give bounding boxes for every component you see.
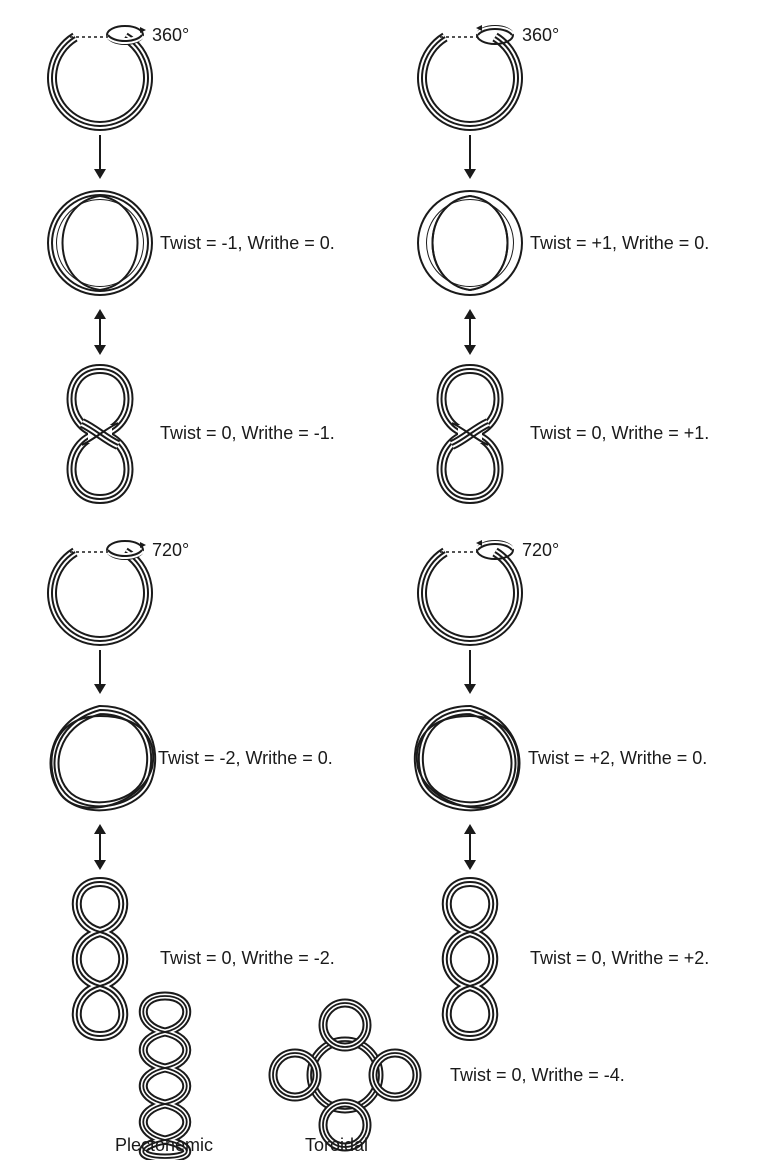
fig8-writhe-pos2 [425,874,515,1044]
ring-twist-pos1 [400,183,540,303]
label-writhe-pos2: Twist = 0, Writhe = +2. [530,948,709,969]
bottom-row: Twist = 0, Writhe = -4. Plectonemic Toro… [120,990,210,1160]
fig8-writhe-pos1 [420,359,520,509]
ring-twist-pos2 [400,698,540,818]
label-writhe-neg2: Twist = 0, Writhe = -2. [160,948,335,969]
rotation-label: 360° [152,25,189,46]
label-twist-neg1: Twist = -1, Writhe = 0. [160,233,335,254]
arrow-updown-icon [458,820,482,874]
label-twist-neg2: Twist = -2, Writhe = 0. [158,748,333,769]
arrow-updown-icon [88,305,112,359]
arrow-down-icon [458,648,482,698]
open-ring-neg2 [30,530,170,650]
open-ring-neg1 [30,15,170,135]
rotation-label: 360° [522,25,559,46]
toroidal-shape [260,995,430,1155]
arrow-down-icon [88,648,112,698]
panel-pos2: 720° Twist = +2, Writhe = 0. [400,530,540,650]
caption-toroidal: Toroidal [305,1135,368,1156]
label-bottom-state: Twist = 0, Writhe = -4. [450,1065,625,1086]
ring-twist-neg2 [30,698,170,818]
label-writhe-neg1: Twist = 0, Writhe = -1. [160,423,335,444]
caption-plectonemic: Plectonemic [115,1135,213,1156]
label-twist-pos1: Twist = +1, Writhe = 0. [530,233,709,254]
open-ring-pos2 [400,530,540,650]
fig8-writhe-neg1 [50,359,150,509]
panel-neg2: 720° Twist = -2, Writhe = 0. [30,530,170,650]
open-ring-pos1 [400,15,540,135]
rotation-label: 720° [152,540,189,561]
panel-pos1: 360° Twist = +1, Writhe = 0. [400,15,540,135]
label-twist-pos2: Twist = +2, Writhe = 0. [528,748,707,769]
label-writhe-pos1: Twist = 0, Writhe = +1. [530,423,709,444]
panel-neg1: 360° Twist = -1, Writhe = 0. [30,15,170,135]
arrow-down-icon [88,133,112,183]
arrow-updown-icon [88,820,112,874]
rotation-label: 720° [522,540,559,561]
arrow-updown-icon [458,305,482,359]
ring-twist-neg1 [30,183,170,303]
dna-supercoil-diagram: 360° Twist = -1, Writhe = 0. [0,0,764,1168]
arrow-down-icon [458,133,482,183]
